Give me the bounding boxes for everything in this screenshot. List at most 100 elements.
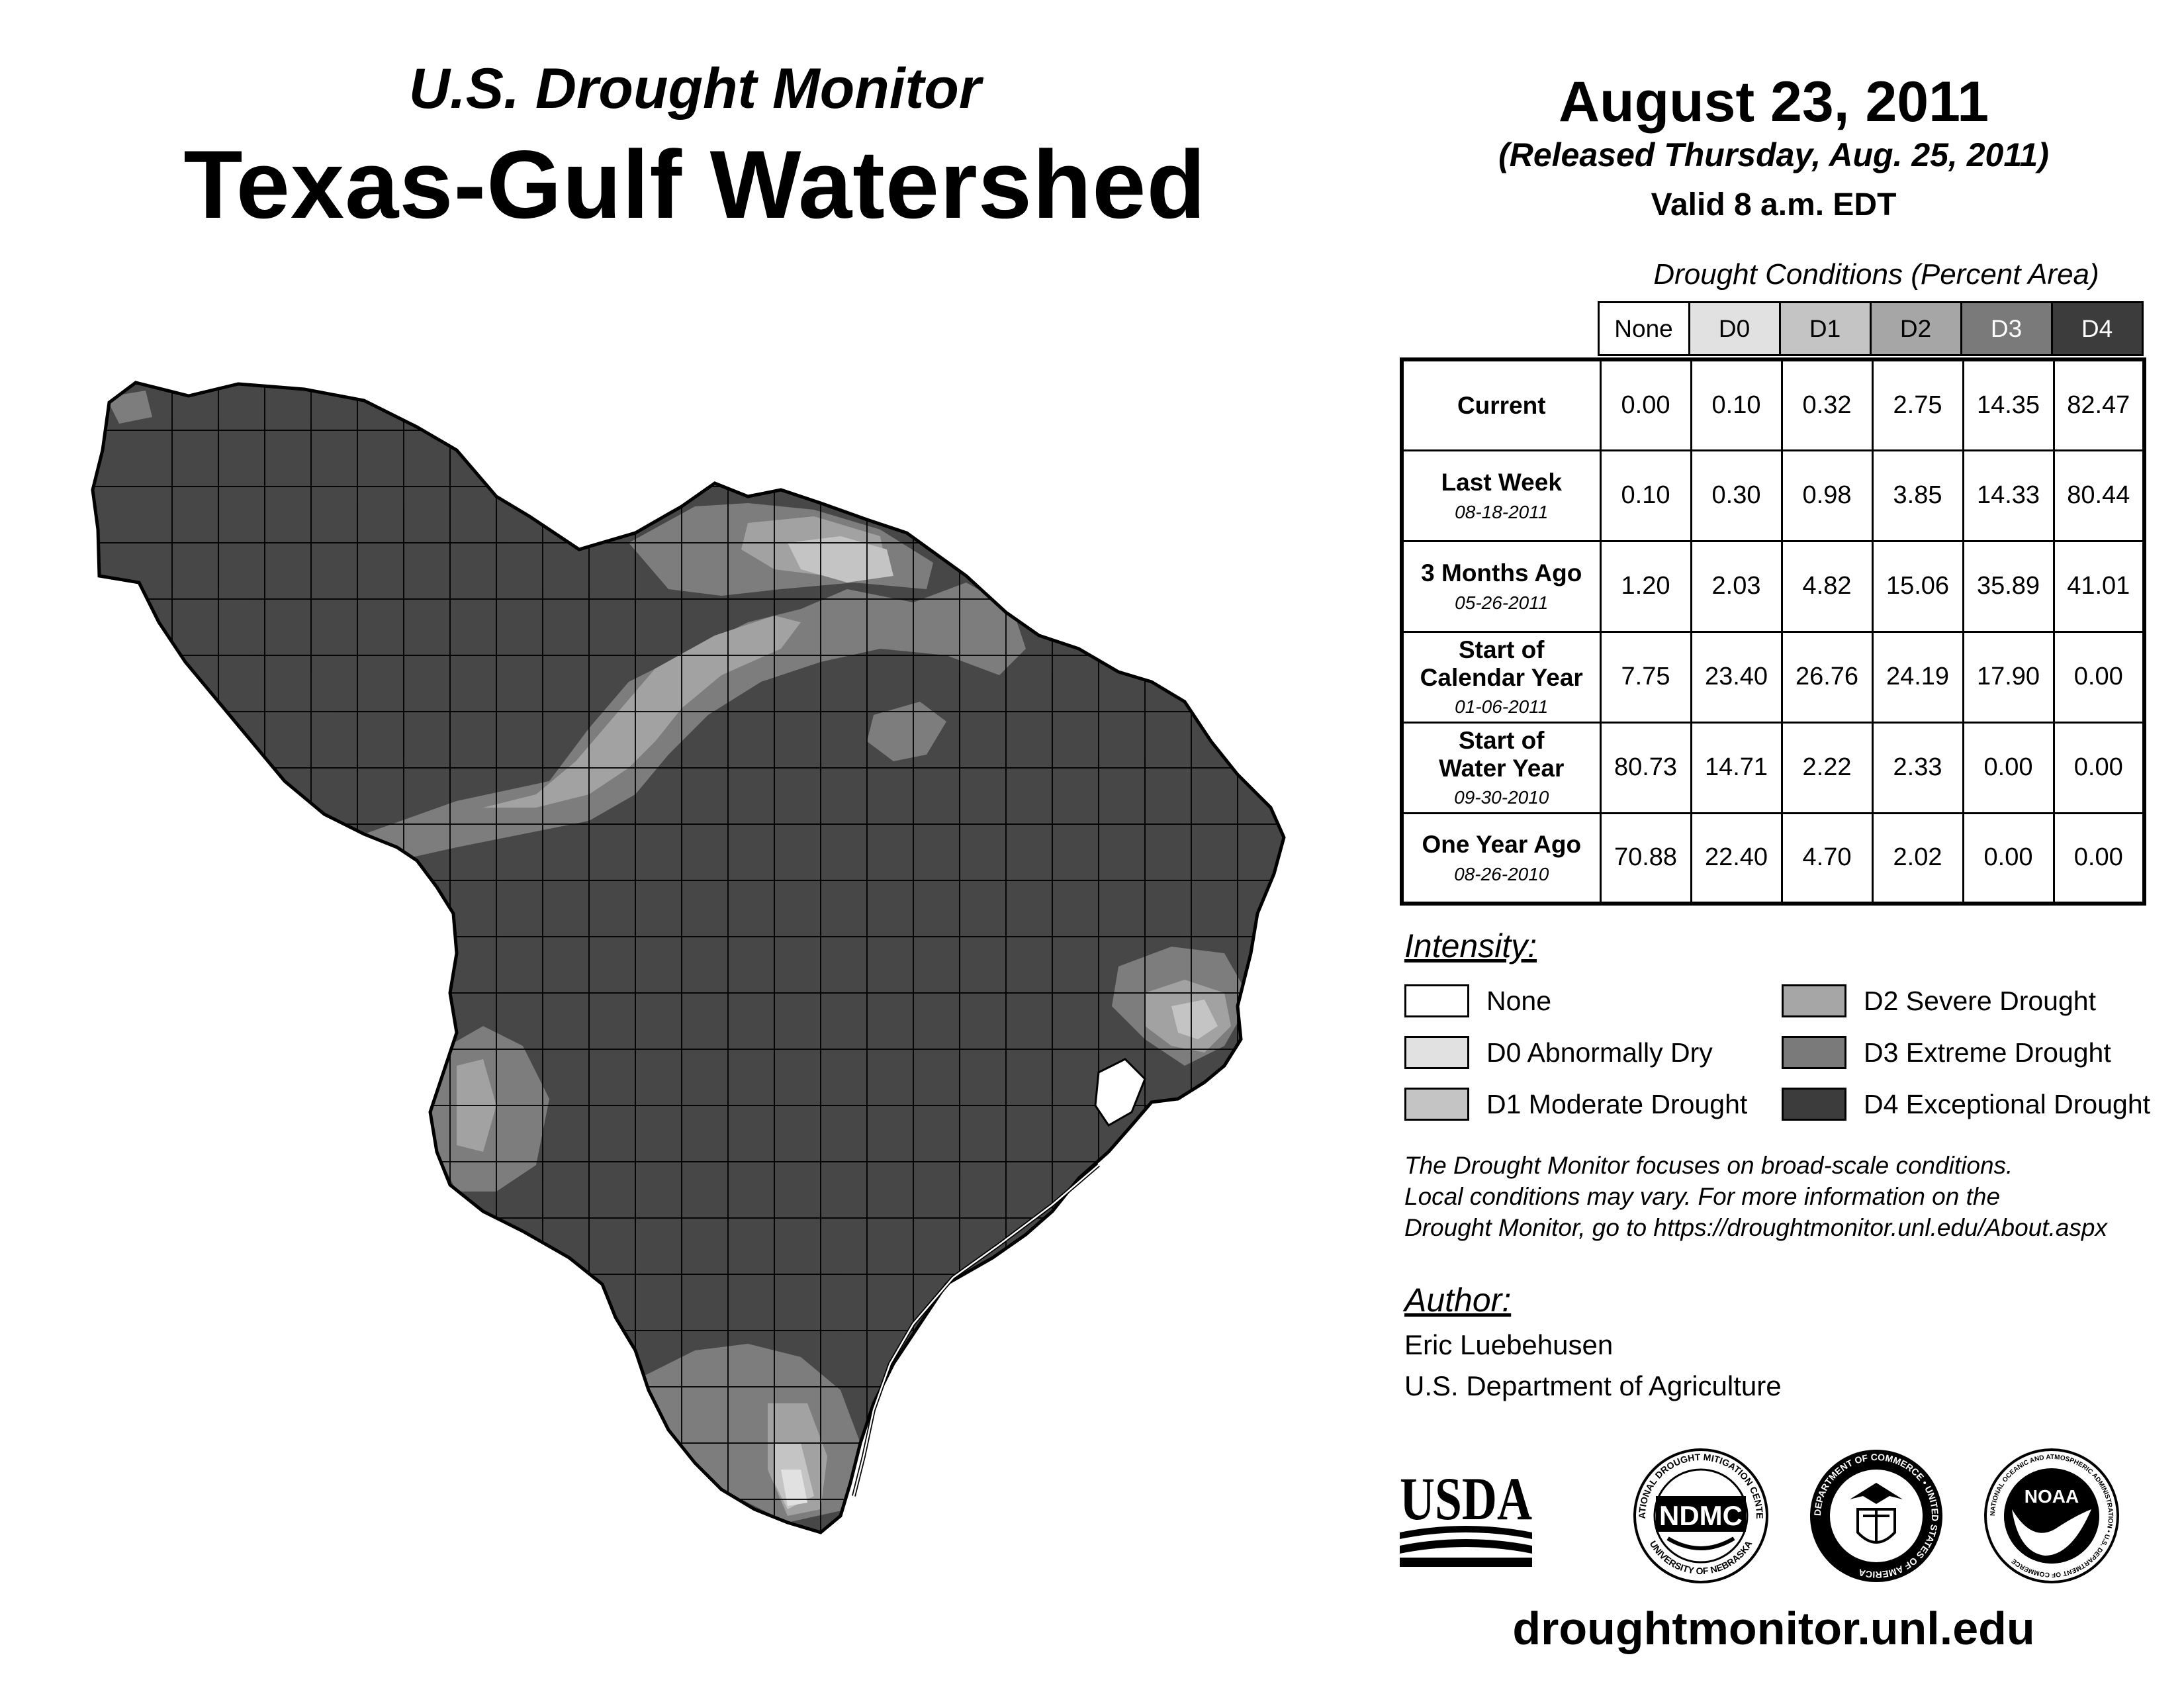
- table-cell-d2: 2.75: [1871, 358, 1964, 451]
- table-cell-d3: 14.33: [1962, 449, 2055, 542]
- table-cell-d0: 14.71: [1690, 721, 1783, 814]
- table-cell-d0: 2.03: [1690, 539, 1783, 633]
- col-header-none: None: [1597, 301, 1690, 356]
- legend-item-d1: D1 Moderate Drought: [1404, 1086, 1747, 1122]
- table-cell-d1: 0.32: [1780, 358, 1874, 451]
- ndmc-text: NDMC: [1659, 1500, 1743, 1531]
- table-row: Start of Water Year 09-30-2010 80.73 14.71 2.…: [1400, 721, 2146, 814]
- disclaimer-note: The Drought Monitor focuses on broad-sca…: [1404, 1150, 2107, 1244]
- table-cell-d2: 15.06: [1871, 539, 1964, 633]
- note-line-2: Local conditions may vary. For more info…: [1404, 1182, 2001, 1210]
- ndmc-logo: NATIONAL DROUGHT MITIGATION CENTER UNIVE…: [1633, 1448, 1768, 1583]
- author-title: Author:: [1404, 1282, 1512, 1319]
- row-label-date: 05-26-2011: [1455, 592, 1549, 613]
- table-cell-d1: 4.82: [1780, 539, 1874, 633]
- table-cell-d1: 0.98: [1780, 449, 1874, 542]
- table-row: Start of Calendar Year 01-06-2011 7.75 23.40…: [1400, 630, 2146, 724]
- galveston-bay: [1094, 1058, 1146, 1127]
- row-label-date: 08-18-2011: [1455, 501, 1549, 522]
- table-cell-none: 0.10: [1599, 449, 1692, 542]
- row-label-main: One Year Ago: [1422, 831, 1582, 859]
- usda-text: USDA: [1400, 1465, 1532, 1532]
- table-cell-d0: 22.40: [1690, 812, 1783, 905]
- legend-swatch-d2: [1782, 984, 1846, 1017]
- note-line-3: Drought Monitor, go to https://droughtmo…: [1404, 1213, 2107, 1241]
- drought-conditions-table-body: Current 0.00 0.10 0.32 2.75 14.35 82.47 Last We…: [1400, 357, 2146, 906]
- table-cell-d0: 0.10: [1690, 358, 1783, 451]
- legend-label-d4: D4 Exceptional Drought: [1864, 1088, 2151, 1119]
- legend-item-d4: D4 Exceptional Drought: [1782, 1086, 2150, 1122]
- row-label-main: Last Week: [1441, 469, 1562, 496]
- col-header-d1: D1: [1778, 301, 1872, 356]
- valid-time: Valid 8 a.m. EDT: [1651, 187, 1897, 222]
- table-cell-none: 1.20: [1599, 539, 1692, 633]
- d0-area-south: [781, 1470, 807, 1506]
- row-label-date: 01-06-2011: [1455, 696, 1549, 718]
- table-header-row: None D0 D1 D2 D3 D4: [1400, 301, 2144, 356]
- watershed-outline: [91, 381, 1286, 1534]
- legend-item-d3: D3 Extreme Drought: [1782, 1035, 2111, 1070]
- table-cell-none: 0.00: [1599, 358, 1692, 451]
- row-label-date: 08-26-2010: [1454, 863, 1549, 884]
- drought-conditions-table: None D0 D1 D2 D3 D4: [1400, 301, 2144, 356]
- d3-area-east: [867, 702, 946, 761]
- table-corner: [1400, 303, 1598, 355]
- table-cell-d2: 2.02: [1871, 812, 1964, 905]
- release-date: (Released Thursday, Aug. 25, 2011): [1498, 136, 2049, 173]
- table-cell-none: 80.73: [1599, 721, 1692, 814]
- table-row: Current 0.00 0.10 0.32 2.75 14.35 82.47: [1400, 358, 2146, 451]
- table-cell-d3: 35.89: [1962, 539, 2055, 633]
- row-label-main: 3 Months Ago: [1421, 559, 1582, 587]
- row-label: Last Week 08-18-2011: [1400, 449, 1602, 542]
- table-row: Last Week 08-18-2011 0.10 0.30 0.98 3.85 14.33…: [1400, 449, 2146, 542]
- col-header-d0: D0: [1688, 301, 1781, 356]
- legend-swatch-d3: [1782, 1036, 1846, 1069]
- author-organization: U.S. Department of Agriculture: [1404, 1370, 1782, 1401]
- row-label: One Year Ago 08-26-2010: [1400, 812, 1602, 905]
- usda-logo: USDA: [1400, 1465, 1532, 1567]
- table-cell-d1: 26.76: [1780, 630, 1874, 724]
- table-cell-d1: 4.70: [1780, 812, 1874, 905]
- table-cell-d2: 2.33: [1871, 721, 1964, 814]
- footer-url[interactable]: droughtmonitor.unl.edu: [1512, 1603, 2035, 1654]
- legend-swatch-none: [1404, 984, 1469, 1017]
- table-cell-none: 7.75: [1599, 630, 1692, 724]
- noaa-text: NOAA: [2025, 1486, 2079, 1507]
- col-header-d3: D3: [1960, 301, 2053, 356]
- legend-item-d0: D0 Abnormally Dry: [1404, 1035, 1713, 1070]
- watershed-map: [91, 381, 1286, 1534]
- table-row: One Year Ago 08-26-2010 70.88 22.40 4.70 2.02…: [1400, 812, 2146, 905]
- table-cell-d4: 0.00: [2052, 630, 2146, 724]
- map-subtitle: U.S. Drought Monitor: [408, 57, 981, 120]
- table-cell-d3: 0.00: [1962, 721, 2055, 814]
- col-header-d4: D4: [2050, 301, 2144, 356]
- table-cell-d2: 3.85: [1871, 449, 1964, 542]
- noaa-logo: NATIONAL OCEANIC AND ATMOSPHERIC ADMINIS…: [1984, 1448, 2119, 1583]
- table-cell-none: 70.88: [1599, 812, 1692, 905]
- legend-swatch-d1: [1404, 1088, 1469, 1121]
- table-cell-d3: 0.00: [1962, 812, 2055, 905]
- table-cell-d0: 0.30: [1690, 449, 1783, 542]
- table-cell-d4: 0.00: [2052, 721, 2146, 814]
- table-cell-d2: 24.19: [1871, 630, 1964, 724]
- valid-date: August 23, 2011: [1558, 70, 1989, 134]
- legend-item-none: None: [1404, 983, 1551, 1019]
- table-cell-d0: 23.40: [1690, 630, 1783, 724]
- legend-item-d2: D2 Severe Drought: [1782, 983, 2096, 1019]
- legend-label-d3: D3 Extreme Drought: [1864, 1037, 2111, 1068]
- row-label-date: 09-30-2010: [1454, 787, 1549, 808]
- table-cell-d4: 41.01: [2052, 539, 2146, 633]
- col-header-d2: D2: [1869, 301, 1962, 356]
- row-label-second: Water Year: [1439, 754, 1565, 782]
- row-label: Current: [1400, 358, 1602, 451]
- agency-logos: USDA NATIONAL DROUGHT MITIGATION CENTER …: [1400, 1448, 2119, 1583]
- table-caption: Drought Conditions (Percent Area): [1653, 258, 2099, 291]
- table-cell-d3: 17.90: [1962, 630, 2055, 724]
- row-label: Start of Water Year 09-30-2010: [1400, 721, 1602, 814]
- legend-title: Intensity:: [1404, 927, 1537, 964]
- table-cell-d4: 82.47: [2052, 358, 2146, 451]
- row-label: Start of Calendar Year 01-06-2011: [1400, 630, 1602, 724]
- row-label: 3 Months Ago 05-26-2011: [1400, 539, 1602, 633]
- commerce-seal: DEPARTMENT OF COMMERCE • UNITED STATES O…: [1810, 1450, 1942, 1582]
- legend-swatch-d0: [1404, 1036, 1469, 1069]
